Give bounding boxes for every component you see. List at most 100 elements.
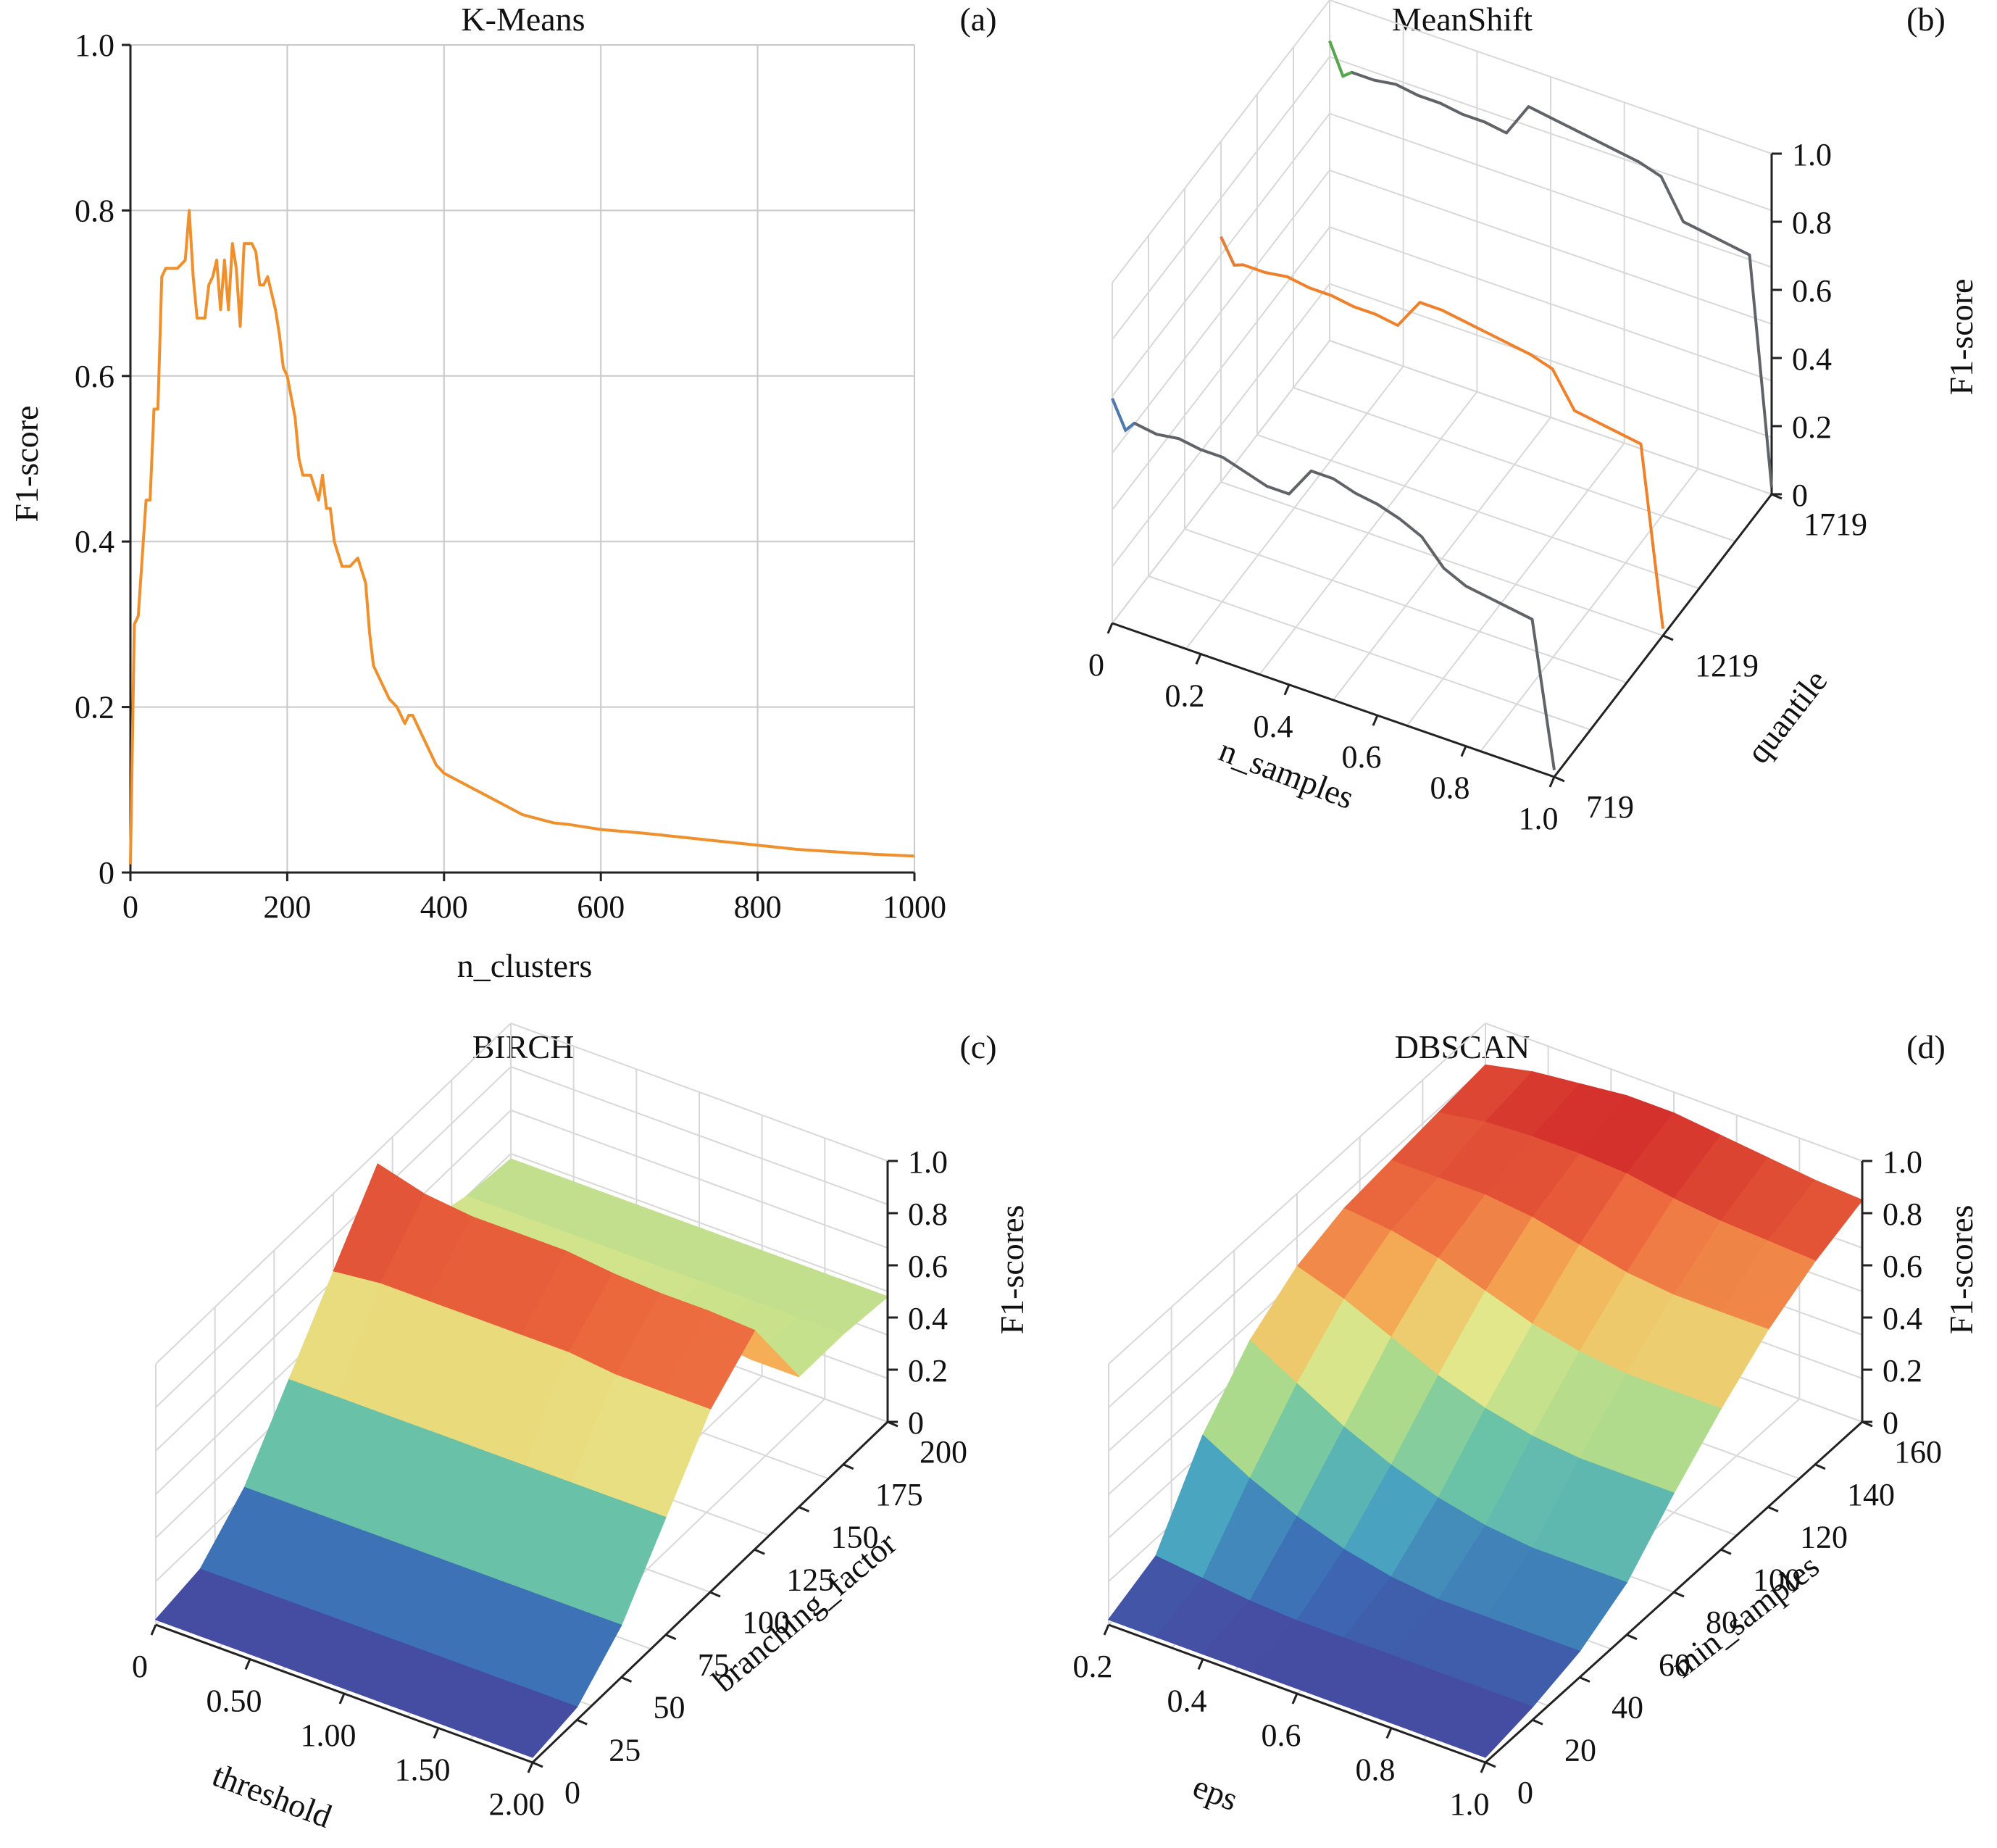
birch-ytick-mark xyxy=(709,1591,721,1598)
meanshift-xtick-mark xyxy=(1372,715,1379,726)
dbscan-panel-label: (d) xyxy=(1906,1028,1946,1065)
dbscan-ytick-label: 160 xyxy=(1894,1434,1942,1470)
meanshift-ytick-label: 1219 xyxy=(1695,648,1759,683)
kmeans-title: K-Means xyxy=(461,1,585,38)
dbscan-ytick-mark xyxy=(1626,1633,1638,1641)
dbscan-ytick-label: 20 xyxy=(1564,1732,1596,1768)
dbscan-ztick-label: 1.0 xyxy=(1883,1144,1922,1180)
dbscan-ytick-mark xyxy=(1579,1676,1590,1683)
meanshift-ztick-label: 0.6 xyxy=(1792,273,1832,309)
birch-surface-cell xyxy=(484,1689,578,1758)
meanshift-xtick-mark xyxy=(1548,776,1556,788)
dbscan-ytick-mark xyxy=(1532,1718,1543,1726)
birch-ytick-label: 150 xyxy=(831,1520,879,1555)
meanshift-xtick-label: 0.4 xyxy=(1254,709,1293,744)
dbscan-xtick-mark xyxy=(1197,1658,1204,1670)
kmeans-ytick-label: 0 xyxy=(99,855,114,891)
meanshift-xtick-mark xyxy=(1283,684,1291,696)
kmeans-xtick-label: 200 xyxy=(263,889,311,925)
kmeans-panel: K-Means (a) n_clusters F1-score 0 200 400 6… xyxy=(8,1,997,984)
dbscan-ztick-label: 0.2 xyxy=(1883,1353,1922,1389)
meanshift-ytick-label: 719 xyxy=(1586,789,1634,825)
kmeans-ytick-label: 0.2 xyxy=(75,690,114,725)
meanshift-ztick-label: 0 xyxy=(1792,478,1808,513)
dbscan-xtick-label: 0.8 xyxy=(1356,1752,1396,1788)
dbscan-xtick-mark xyxy=(1480,1762,1487,1773)
dbscan-ytick-mark xyxy=(1673,1591,1685,1598)
meanshift-ytick-mark xyxy=(1662,634,1674,641)
dbscan-xtick-label: 1.0 xyxy=(1450,1786,1490,1822)
meanshift-accent-1219 xyxy=(1220,236,1243,267)
dbscan-ytick-label: 100 xyxy=(1753,1562,1801,1597)
meanshift-grid xyxy=(1112,0,1772,778)
meanshift-ztick-label: 0.8 xyxy=(1792,205,1832,241)
birch-ytick-mark xyxy=(798,1506,810,1512)
meanshift-floor-line xyxy=(1329,340,1772,495)
birch-ytick-label: 200 xyxy=(920,1434,967,1470)
meanshift-floor-line xyxy=(1148,575,1591,731)
birch-xlabel: threshold xyxy=(208,1756,337,1835)
birch-ytick-label: 50 xyxy=(654,1690,685,1726)
birch-ztick-label: 0.8 xyxy=(908,1196,948,1232)
meanshift-ticks: 00.20.40.60.81.0 7191219171900.20.40.60.8… xyxy=(1088,137,1867,836)
birch-ylabel: branching_factor xyxy=(705,1525,903,1699)
meanshift-xtick-mark xyxy=(1195,653,1202,665)
birch-xtick-label: 0 xyxy=(132,1649,148,1684)
dbscan-xlabel: eps xyxy=(1188,1768,1243,1818)
dbscan-xtick-label: 0.2 xyxy=(1073,1649,1113,1684)
birch-ytick-label: 0 xyxy=(564,1775,580,1810)
birch-xtick-mark xyxy=(433,1727,440,1739)
meanshift-backwall-hline xyxy=(1329,170,1772,325)
kmeans-xtick-label: 600 xyxy=(577,889,625,925)
meanshift-backwall-hline xyxy=(1329,226,1772,382)
birch-backwall-hline xyxy=(510,1066,888,1205)
birch-backwall-hline xyxy=(510,1110,888,1249)
kmeans-xtick-label: 400 xyxy=(420,889,468,925)
birch-ztick-label: 0 xyxy=(908,1405,924,1441)
meanshift-xtick-label: 0.2 xyxy=(1165,678,1205,713)
dbscan-ztick-label: 0.6 xyxy=(1883,1249,1922,1284)
birch-xtick-label: 2.00 xyxy=(489,1786,545,1822)
birch-ytick-mark xyxy=(532,1761,543,1768)
birch-ytick-label: 125 xyxy=(786,1562,834,1597)
kmeans-line xyxy=(129,209,915,865)
meanshift-accent-1719 xyxy=(1328,40,1353,78)
dbscan-ytick-label: 60 xyxy=(1659,1647,1690,1683)
dbscan-ytick-mark xyxy=(1767,1506,1779,1512)
birch-ytick-label: 100 xyxy=(742,1604,790,1640)
birch-backwall-hline xyxy=(510,1153,888,1292)
birch-ytick-mark xyxy=(576,1718,588,1726)
birch-ticks: 00.501.001.502.00 02550751001251501752000… xyxy=(132,1144,967,1822)
birch-ztick-label: 0.6 xyxy=(908,1249,948,1284)
dbscan-xtick-label: 0.4 xyxy=(1167,1683,1207,1719)
meanshift-accent-719 xyxy=(1111,398,1135,433)
birch-zlabel: F1-scores xyxy=(993,1205,1030,1335)
meanshift-backwall-hline xyxy=(1329,0,1772,154)
birch-ytick-mark xyxy=(665,1633,677,1641)
birch-ytick-mark xyxy=(843,1463,854,1470)
kmeans-ticks: 0 200 400 600 800 1000 0 0.2 0.4 0.6 0.8 1.0 xyxy=(75,28,946,925)
dbscan-xtick-mark xyxy=(1103,1624,1110,1636)
dbscan-ztick-label: 0.8 xyxy=(1883,1196,1922,1232)
meanshift-floor-line xyxy=(1293,387,1736,542)
dbscan-zlabel: F1-scores xyxy=(1943,1205,1980,1335)
kmeans-grid xyxy=(130,44,915,873)
birch-panel-label: (c) xyxy=(959,1028,996,1065)
birch-ztick-label: 0.4 xyxy=(908,1301,948,1336)
meanshift-xtick-mark xyxy=(1106,623,1114,634)
dbscan-surface xyxy=(1107,1064,1864,1758)
birch-ytick-label: 75 xyxy=(698,1647,730,1683)
meanshift-xtick-label: 0.8 xyxy=(1430,770,1470,806)
meanshift-floor-line xyxy=(1220,481,1664,636)
dbscan-xtick-mark xyxy=(1385,1727,1393,1739)
dbscan-backwall-hline xyxy=(1485,1023,1863,1162)
dbscan-ztick-label: 0.4 xyxy=(1883,1301,1922,1336)
birch-xtick-mark xyxy=(527,1762,534,1773)
meanshift-floor-line xyxy=(1256,434,1700,589)
dbscan-surface-cell xyxy=(1437,1689,1534,1758)
meanshift-xtick-label: 0 xyxy=(1088,647,1104,683)
kmeans-ytick-label: 1.0 xyxy=(75,28,114,63)
kmeans-xlabel: n_clusters xyxy=(457,947,593,984)
dbscan-xtick-label: 0.6 xyxy=(1262,1718,1301,1753)
